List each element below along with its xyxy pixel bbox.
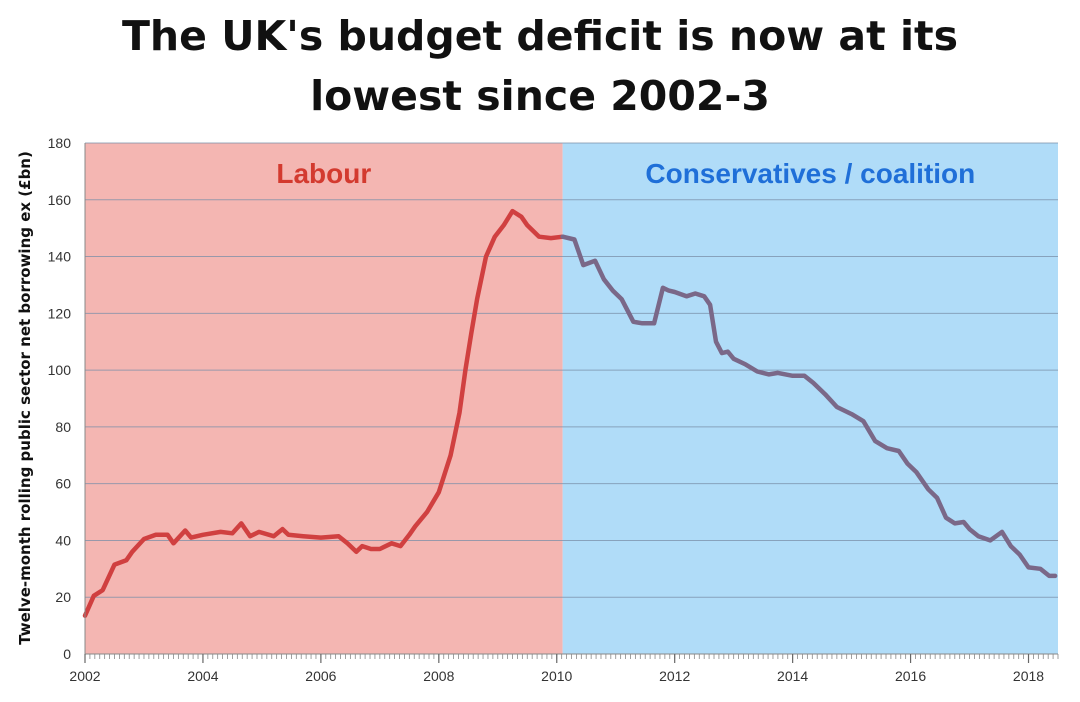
x-tick-label-2010: 2010 bbox=[541, 668, 572, 684]
x-tick-label-2016: 2016 bbox=[895, 668, 926, 684]
region-labels: Labour Conservatives / coalition bbox=[276, 158, 975, 189]
data-series bbox=[82, 208, 1058, 618]
y-tick-label-80: 80 bbox=[55, 419, 71, 435]
y-tick-label-60: 60 bbox=[55, 476, 71, 492]
party-regions bbox=[85, 143, 1058, 654]
y-tick-label-120: 120 bbox=[48, 305, 72, 321]
gridlines bbox=[85, 142, 1058, 598]
title-line-2: lowest since 2002-3 bbox=[310, 72, 770, 120]
y-tick-label-180: 180 bbox=[48, 135, 72, 151]
y-tick-label-160: 160 bbox=[48, 192, 72, 208]
region-labour bbox=[85, 143, 563, 654]
x-tick-label-2006: 2006 bbox=[305, 668, 336, 684]
x-tick-label-2002: 2002 bbox=[69, 668, 100, 684]
region-label-labour: Labour bbox=[276, 158, 371, 189]
y-tick-label-140: 140 bbox=[48, 249, 72, 265]
axes: 0 20 40 60 80 100 120 140 160 180 2002 2004 2006 2008… bbox=[48, 135, 1059, 684]
y-tick-label-40: 40 bbox=[55, 532, 71, 548]
x-tick-label-2004: 2004 bbox=[187, 668, 218, 684]
region-conservatives-coalition bbox=[562, 143, 1058, 654]
y-axis-label: Twelve-month rolling public sector net b… bbox=[16, 151, 34, 645]
chart-title: The UK's budget deficit is now at its lo… bbox=[0, 6, 1080, 126]
y-tick-label-100: 100 bbox=[48, 362, 72, 378]
series-line-labour bbox=[82, 208, 565, 618]
x-tick-label-2008: 2008 bbox=[423, 668, 454, 684]
series-line-conservatives-coalition bbox=[560, 234, 1058, 579]
x-tick-label-2018: 2018 bbox=[1013, 668, 1044, 684]
y-tick-label-0: 0 bbox=[63, 646, 71, 662]
region-label-conservatives-coalition: Conservatives / coalition bbox=[645, 158, 975, 189]
x-tick-label-2012: 2012 bbox=[659, 668, 690, 684]
x-tick-label-2014: 2014 bbox=[777, 668, 808, 684]
y-tick-label-20: 20 bbox=[55, 589, 71, 605]
title-line-1: The UK's budget deficit is now at its bbox=[121, 12, 959, 60]
